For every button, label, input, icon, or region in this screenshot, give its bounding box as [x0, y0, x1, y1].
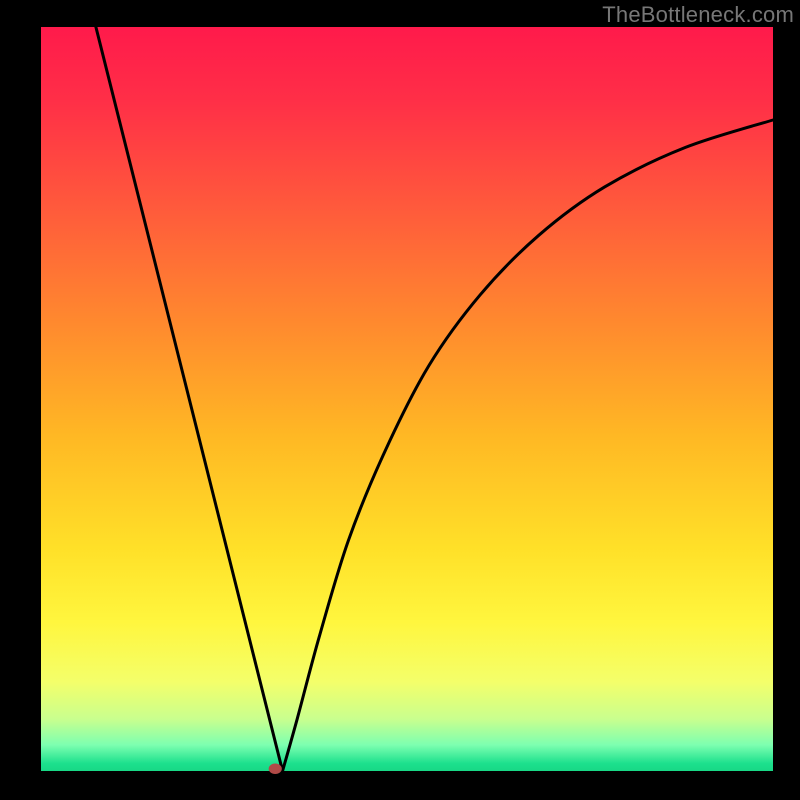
bottleneck-chart — [0, 0, 800, 800]
plot-background — [41, 27, 773, 771]
optimal-point-marker — [269, 764, 282, 774]
